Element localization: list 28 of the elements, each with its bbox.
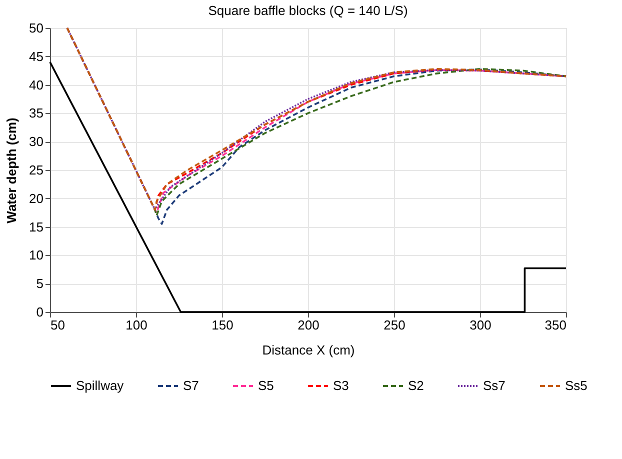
legend-label: Spillway — [76, 378, 124, 393]
legend-label: S7 — [183, 378, 199, 393]
y-tick-label: 40 — [29, 77, 44, 92]
y-tick-label: 30 — [29, 134, 44, 150]
legend-label: Ss5 — [565, 378, 588, 393]
y-tick-label: 10 — [29, 248, 44, 263]
y-tick-label: 20 — [29, 190, 44, 206]
x-tick-label: 200 — [298, 318, 320, 332]
x-axis-title: Distance X (cm) — [262, 342, 355, 358]
y-tick-label: 0 — [36, 304, 44, 320]
y-tick-label: 35 — [29, 106, 44, 121]
y-tick-label: 5 — [36, 276, 44, 292]
y-axis-title: Water depth (cm) — [4, 118, 20, 224]
y-tick-label: 50 — [29, 20, 44, 36]
x-tick-label: 300 — [470, 318, 492, 332]
x-tick-label: 350 — [544, 318, 566, 332]
legend-label: Ss7 — [483, 378, 506, 393]
y-tick-label: 25 — [29, 162, 44, 178]
y-tick-label: 15 — [29, 219, 44, 234]
x-tick-label: 100 — [126, 318, 148, 332]
x-tick-label: 150 — [212, 318, 234, 332]
x-tick-label: 50 — [50, 318, 65, 332]
legend-label: S2 — [408, 378, 424, 393]
x-tick-label: 250 — [384, 318, 406, 332]
chart-title: Square baffle blocks (Q = 140 L/S) — [208, 3, 408, 18]
legend-label: S3 — [333, 378, 349, 393]
legend-label: S5 — [258, 378, 274, 393]
y-tick-label: 45 — [29, 48, 44, 64]
